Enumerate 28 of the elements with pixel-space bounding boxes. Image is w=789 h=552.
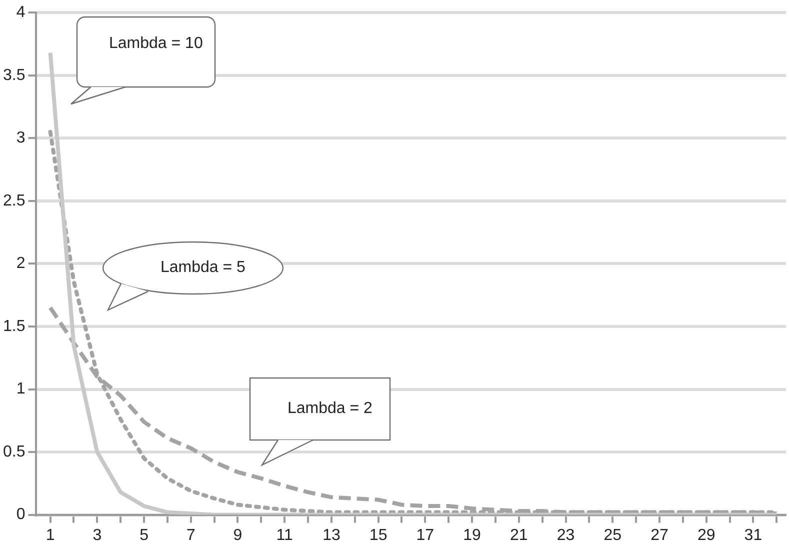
y-tick-label: 1.5: [2, 318, 26, 335]
x-tick-label: 17: [416, 526, 434, 544]
x-tick-label: 1: [46, 526, 55, 544]
x-tick-label: 7: [186, 526, 196, 544]
x-tick-label: 21: [510, 526, 528, 544]
x-tick-label: 3: [92, 526, 102, 544]
x-tick-label: 19: [463, 526, 482, 544]
x-tick-label: 23: [556, 526, 575, 544]
y-tick-label: 2.5: [2, 192, 26, 210]
x-tick-label: 29: [697, 526, 716, 544]
x-tick-label: 25: [604, 526, 622, 544]
annotation: Lambda = 5: [160, 259, 246, 277]
x-tick-label: 5: [140, 526, 149, 544]
y-tick-label: 2: [16, 255, 26, 272]
x-tick-label: 27: [650, 526, 668, 544]
x-tick-label: 13: [322, 526, 340, 544]
annotation: Lambda = 10: [109, 35, 203, 53]
x-tick-label: 11: [276, 526, 294, 544]
y-tick-label: 1: [16, 380, 26, 398]
y-tick-label: 4: [16, 4, 26, 22]
annotation: Lambda = 2: [288, 400, 372, 418]
y-tick-label: 0: [16, 506, 26, 524]
y-tick-label: 0.5: [2, 443, 26, 460]
x-tick-label: 15: [369, 526, 388, 544]
x-tick-label: 9: [233, 526, 242, 544]
x-tick-label: 31: [744, 526, 762, 544]
y-tick-label: 3.5: [2, 66, 26, 84]
y-tick-label: 3: [16, 130, 26, 147]
